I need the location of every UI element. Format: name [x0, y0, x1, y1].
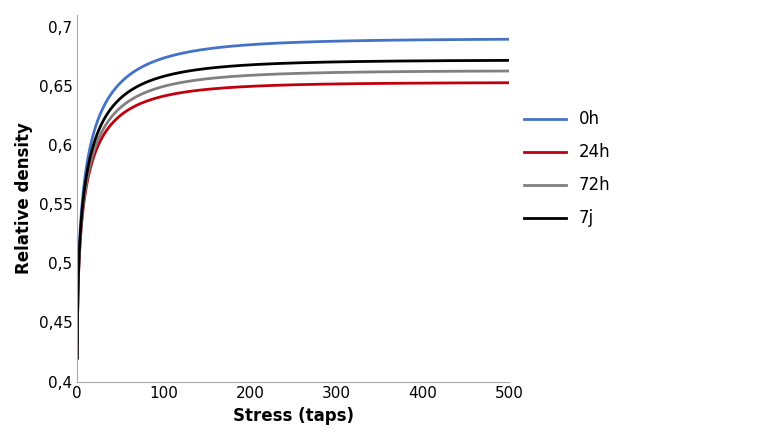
- 7j: [72, 355, 82, 360]
- 7j: [492, 58, 501, 63]
- 72h: [95, 134, 104, 139]
- Line: 72h: 72h: [77, 71, 509, 358]
- 72h: [72, 355, 82, 360]
- 72h: [412, 69, 422, 74]
- 24h: [95, 140, 104, 146]
- 72h: [492, 69, 501, 74]
- 72h: [282, 71, 291, 77]
- 24h: [271, 83, 281, 88]
- 24h: [504, 80, 513, 85]
- X-axis label: Stress (taps): Stress (taps): [233, 407, 354, 425]
- 24h: [72, 355, 82, 360]
- 7j: [271, 61, 281, 66]
- 0h: [271, 40, 281, 46]
- 7j: [282, 61, 291, 66]
- 72h: [492, 69, 501, 74]
- 0h: [95, 114, 104, 119]
- 7j: [504, 58, 513, 63]
- 24h: [412, 81, 422, 86]
- 0h: [282, 40, 291, 45]
- 0h: [492, 37, 501, 42]
- Legend: 0h, 24h, 72h, 7j: 0h, 24h, 72h, 7j: [517, 104, 618, 234]
- 24h: [492, 80, 501, 85]
- 72h: [271, 71, 281, 77]
- 7j: [412, 58, 422, 63]
- 0h: [72, 355, 82, 360]
- Line: 0h: 0h: [77, 39, 509, 358]
- Line: 7j: 7j: [77, 60, 509, 358]
- 7j: [95, 126, 104, 132]
- 0h: [504, 37, 513, 42]
- 7j: [492, 58, 501, 63]
- 0h: [412, 37, 422, 43]
- Line: 24h: 24h: [77, 83, 509, 358]
- Y-axis label: Relative density: Relative density: [15, 122, 33, 274]
- 24h: [492, 80, 501, 85]
- 72h: [504, 68, 513, 73]
- 0h: [492, 37, 501, 42]
- 24h: [282, 82, 291, 88]
